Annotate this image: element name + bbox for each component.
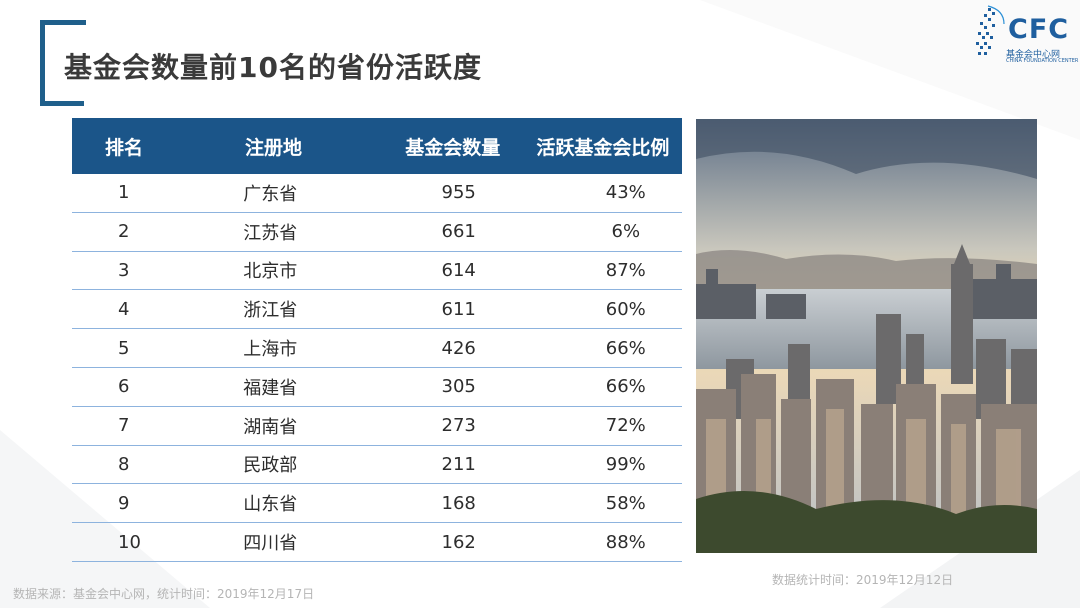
cell-rank: 3 xyxy=(118,259,130,281)
logo-english-name: CHINA FOUNDATION CENTER xyxy=(1006,58,1079,64)
cfc-logo: CFC 基金会中心网 CHINA FOUNDATION CENTER xyxy=(972,4,1078,66)
cell-count: 661 xyxy=(441,221,476,243)
table-row: 9 山东省 168 58% xyxy=(72,484,682,524)
table-row: 5 上海市 426 66% xyxy=(72,329,682,368)
cell-count: 211 xyxy=(441,453,476,475)
cell-count: 305 xyxy=(441,376,476,398)
table-row: 1 广东省 955 43% xyxy=(72,174,682,213)
cell-count: 162 xyxy=(441,531,476,553)
header-place: 注册地 xyxy=(244,136,302,159)
logo-text: CFC xyxy=(1008,14,1070,45)
table-row: 8 民政部 211 99% xyxy=(72,446,682,485)
cell-count: 614 xyxy=(441,259,476,281)
cell-count: 273 xyxy=(441,415,476,437)
source-note: 数据来源：基金会中心网，统计时间：2019年12月17日 xyxy=(13,587,315,601)
cell-place: 四川省 xyxy=(243,533,298,555)
photo-note: 数据统计时间：2019年12月12日 xyxy=(772,573,954,587)
cell-ratio: 58% xyxy=(605,492,646,514)
cell-ratio: 6% xyxy=(611,221,641,243)
logo-chinese-name: 基金会中心网 xyxy=(1006,50,1061,60)
city-skyline-photo xyxy=(696,119,1037,553)
header-count: 基金会数量 xyxy=(405,136,501,159)
cell-ratio: 72% xyxy=(605,415,646,437)
cell-ratio: 66% xyxy=(605,376,646,398)
cell-place: 湖南省 xyxy=(243,416,298,438)
logo-mesh-icon xyxy=(976,5,1005,55)
cell-count: 611 xyxy=(441,298,476,320)
cell-place: 上海市 xyxy=(243,339,298,361)
table-row: 3 北京市 614 87% xyxy=(72,252,682,291)
cell-count: 426 xyxy=(441,337,476,359)
cell-count: 955 xyxy=(441,182,476,204)
cell-rank: 2 xyxy=(118,221,130,243)
cell-ratio: 99% xyxy=(605,453,646,475)
cell-rank: 4 xyxy=(118,298,130,320)
cell-rank: 9 xyxy=(118,492,130,514)
title-bracket-bottom xyxy=(40,101,84,106)
table-row: 6 福建省 305 66% xyxy=(72,368,682,407)
cell-place: 民政部 xyxy=(243,455,298,477)
ranking-table: 排名 注册地 基金会数量 活跃基金会比例 1 广东省 955 43% 2 江苏省 661 6%… xyxy=(72,118,682,562)
cell-place: 山东省 xyxy=(243,494,298,516)
cell-rank: 5 xyxy=(118,337,130,359)
cell-ratio: 43% xyxy=(605,182,646,204)
cell-ratio: 66% xyxy=(605,337,646,359)
header-ratio: 活跃基金会比例 xyxy=(536,136,670,159)
cell-ratio: 60% xyxy=(605,298,646,320)
page-title: 基金会数量前10名的省份活跃度 xyxy=(64,51,482,84)
table-row: 7 湖南省 273 72% xyxy=(72,407,682,446)
cell-ratio: 88% xyxy=(605,531,646,553)
header-rank: 排名 xyxy=(105,136,144,159)
cell-rank: 7 xyxy=(118,415,130,437)
cell-rank: 6 xyxy=(118,376,130,398)
table-header: 排名 注册地 基金会数量 活跃基金会比例 xyxy=(72,118,682,174)
cell-place: 福建省 xyxy=(243,377,298,399)
cell-rank: 8 xyxy=(118,453,130,475)
table-row: 2 江苏省 661 6% xyxy=(72,213,682,252)
cell-rank: 1 xyxy=(118,182,130,204)
cell-place: 北京市 xyxy=(243,261,298,283)
table-row: 10 四川省 162 88% xyxy=(72,523,682,562)
cell-count: 168 xyxy=(441,492,476,514)
cell-rank: 10 xyxy=(118,531,141,553)
cell-place: 浙江省 xyxy=(243,300,298,322)
cell-place: 广东省 xyxy=(243,183,298,205)
table-row: 4 浙江省 611 60% xyxy=(72,290,682,330)
cell-ratio: 87% xyxy=(605,259,646,281)
cell-place: 江苏省 xyxy=(243,222,298,244)
